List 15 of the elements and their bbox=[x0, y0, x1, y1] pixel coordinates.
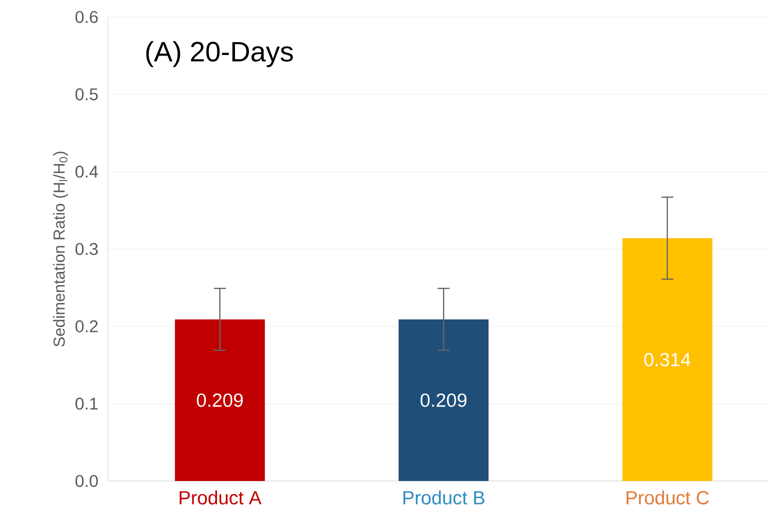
y-tick-label: 0.0 bbox=[76, 474, 98, 488]
data-label: 0.209 bbox=[420, 393, 466, 407]
y-tick-label: 0.6 bbox=[76, 10, 98, 24]
data-label: 0.314 bbox=[644, 352, 691, 366]
y-tick-label: 0.5 bbox=[76, 88, 98, 100]
y-tick-label: 0.2 bbox=[76, 320, 98, 332]
text: (A) 20-Days bbox=[146, 41, 293, 68]
data-label: 0.209 bbox=[196, 393, 243, 407]
x-tick-label: Product A bbox=[180, 490, 262, 504]
y-axis-title: Sedimentation Ratio (H$_{l}$/H$_{0}$) bbox=[53, 152, 68, 346]
y-tick-label: 0.4 bbox=[76, 166, 98, 178]
y-tick-label: 0.3 bbox=[76, 242, 98, 256]
y-tick-label: 0.1 bbox=[76, 398, 98, 410]
x-tick-label: Product B bbox=[403, 490, 484, 504]
x-tick-label: Product C bbox=[626, 490, 709, 504]
